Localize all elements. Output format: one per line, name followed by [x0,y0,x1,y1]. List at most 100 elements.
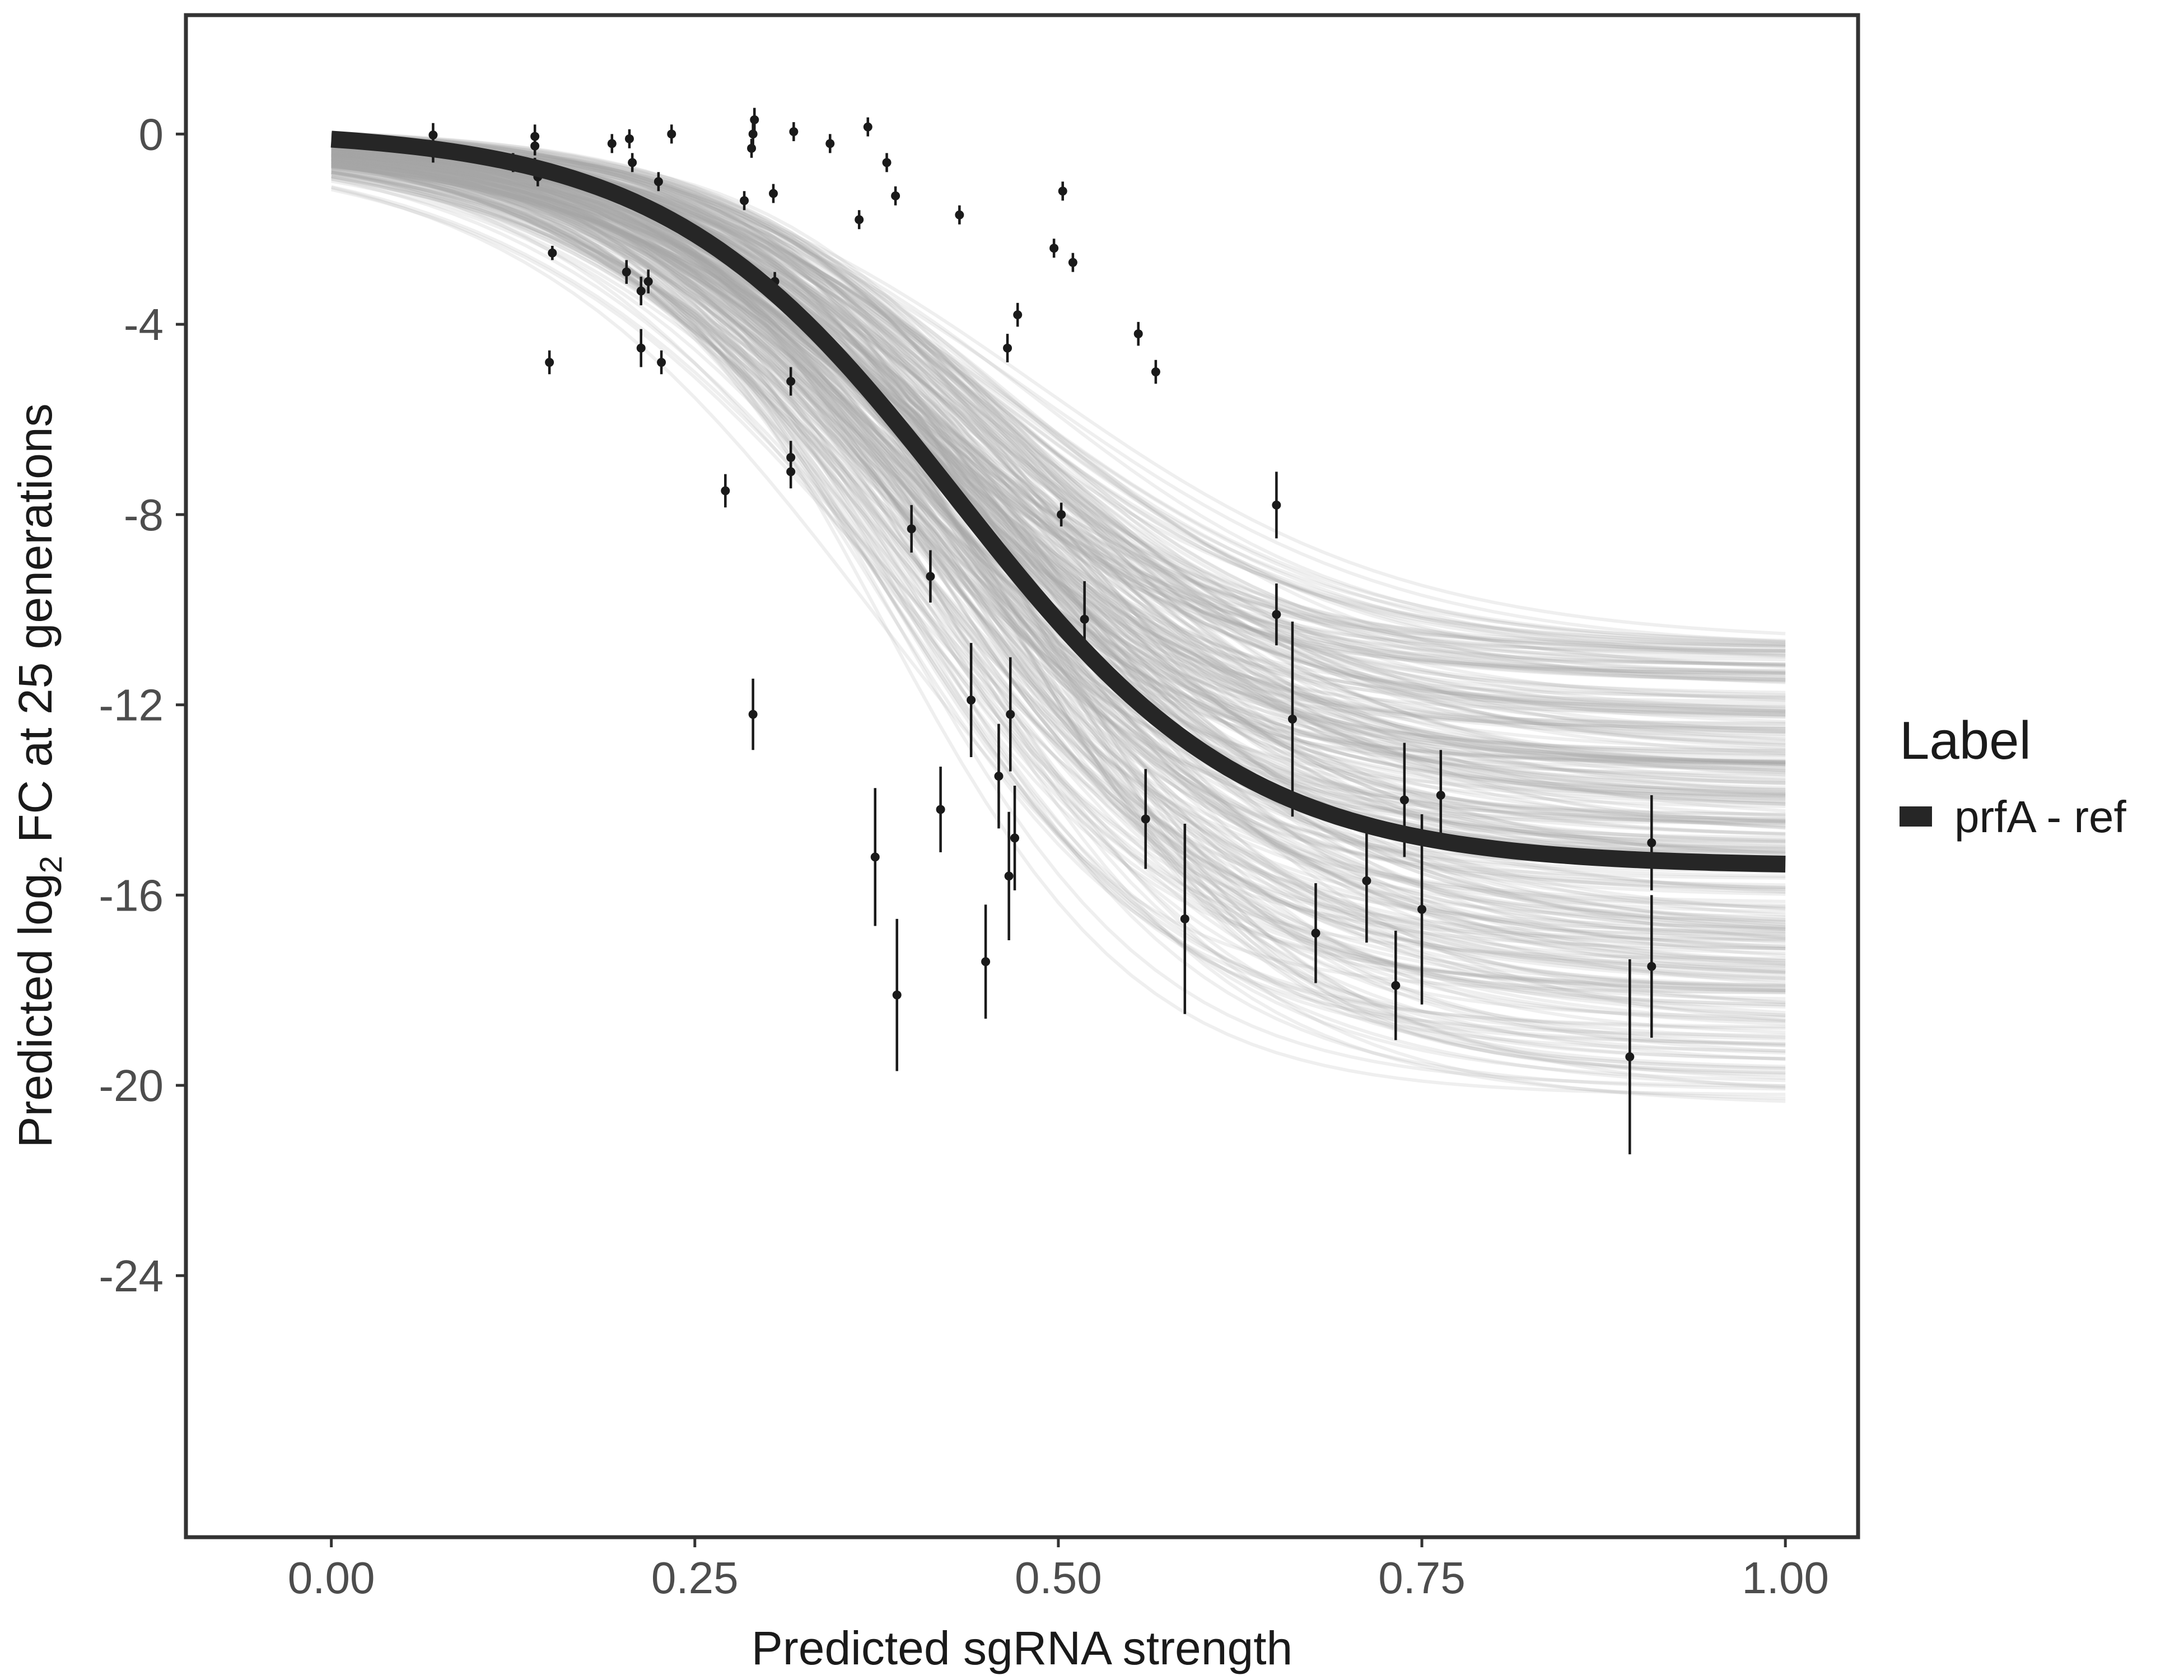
data-point [994,724,1004,829]
posterior-draw [331,134,1786,757]
posterior-draw [331,163,1786,992]
point-marker [789,127,799,137]
data-point [657,350,666,375]
data-point [1151,360,1160,384]
posterior-draw [331,158,1786,927]
posterior-draw [331,139,1786,960]
posterior-draw [331,152,1786,717]
data-point [1049,239,1059,258]
data-point [667,124,676,144]
posterior-draw [331,147,1786,958]
data-point [1003,334,1012,363]
legend-title: Label [1900,711,2031,771]
posterior-draw [331,156,1786,661]
posterior-draw [331,151,1786,939]
point-marker [1287,715,1297,724]
y-axis: 0 -4 -8 -12 -16 -20 -24 [99,109,186,1301]
posterior-draw [331,142,1786,1007]
posterior-draw [331,133,1786,725]
posterior-draw [331,136,1786,1077]
point-marker [545,358,554,367]
data-point [1391,931,1401,1040]
data-point [1311,883,1320,983]
posterior-draw [331,155,1786,1080]
posterior-draw [331,143,1786,944]
point-marker [1141,814,1150,824]
point-marker [981,957,991,967]
point-marker [768,189,778,198]
data-point [1180,823,1189,1014]
posterior-draw [331,131,1786,1071]
point-marker [1625,1052,1635,1062]
x-tick-label: 0.50 [1015,1553,1102,1603]
point-marker [1004,871,1014,881]
posterior-draw [331,150,1786,848]
posterior-draw [331,159,1786,948]
point-marker [891,191,900,200]
point-marker [955,210,964,220]
posterior-draw [331,161,1786,746]
data-point [1272,584,1281,646]
point-marker [882,158,892,167]
posterior-draw [331,160,1786,963]
posterior-draw [331,147,1786,755]
point-marker [1647,838,1656,847]
posterior-draw [331,162,1786,928]
x-tick-label: 1.00 [1742,1553,1829,1603]
posterior-draw [331,143,1786,767]
point-marker [624,134,634,143]
posterior-draw [331,179,1786,978]
point-marker [1399,795,1409,805]
data-point [1013,302,1023,327]
point-marker [628,158,637,167]
posterior-draw [331,160,1786,856]
posterior-draw [331,162,1786,806]
posterior-draw [331,149,1786,797]
posterior-draw [331,153,1786,951]
posterior-draw [331,144,1786,1100]
posterior-draw [331,134,1786,667]
posterior-draw [331,174,1786,1090]
posterior-draw [331,156,1786,734]
point-marker [607,139,617,148]
point-marker [667,129,676,139]
posterior-draw [331,153,1786,967]
posterior-draw [331,162,1786,666]
x-axis: 0.00 0.25 0.50 0.75 1.00 [288,1537,1829,1603]
posterior-draw [331,150,1786,1091]
posterior-draw [331,147,1786,717]
posterior-draw [331,153,1786,710]
posterior-draw [331,142,1786,791]
posterior-draw [331,153,1786,1082]
posterior-draw [331,152,1786,934]
posterior-draw [331,147,1786,1009]
point-marker [740,196,749,206]
posterior-draw [331,157,1786,785]
posterior-draw [331,160,1786,987]
posterior-draw [331,156,1786,1034]
posterior-draw [331,143,1786,758]
posterior-draw [331,154,1786,1053]
posterior-draw [331,148,1786,858]
posterior-draw [331,148,1786,816]
data-point [1141,769,1150,869]
fit-curve-prfa-ref [330,130,1786,872]
posterior-draw [331,188,1786,982]
posterior-draw [331,166,1786,1053]
posterior-draw [331,151,1786,773]
point-marker [786,377,796,386]
posterior-draw [331,143,1786,707]
posterior-draw [331,154,1786,988]
posterior-draw [331,155,1786,1068]
point-marker [907,524,916,534]
data-point [907,505,916,553]
observed-points [428,108,1656,1155]
posterior-draw [331,166,1786,1018]
data-point [721,474,730,508]
posterior-draw [331,162,1786,919]
posterior-draw [331,152,1786,820]
data-point [786,455,796,489]
posterior-draw [331,170,1786,1015]
posterior-draw [331,157,1786,1023]
posterior-draw [331,158,1786,930]
